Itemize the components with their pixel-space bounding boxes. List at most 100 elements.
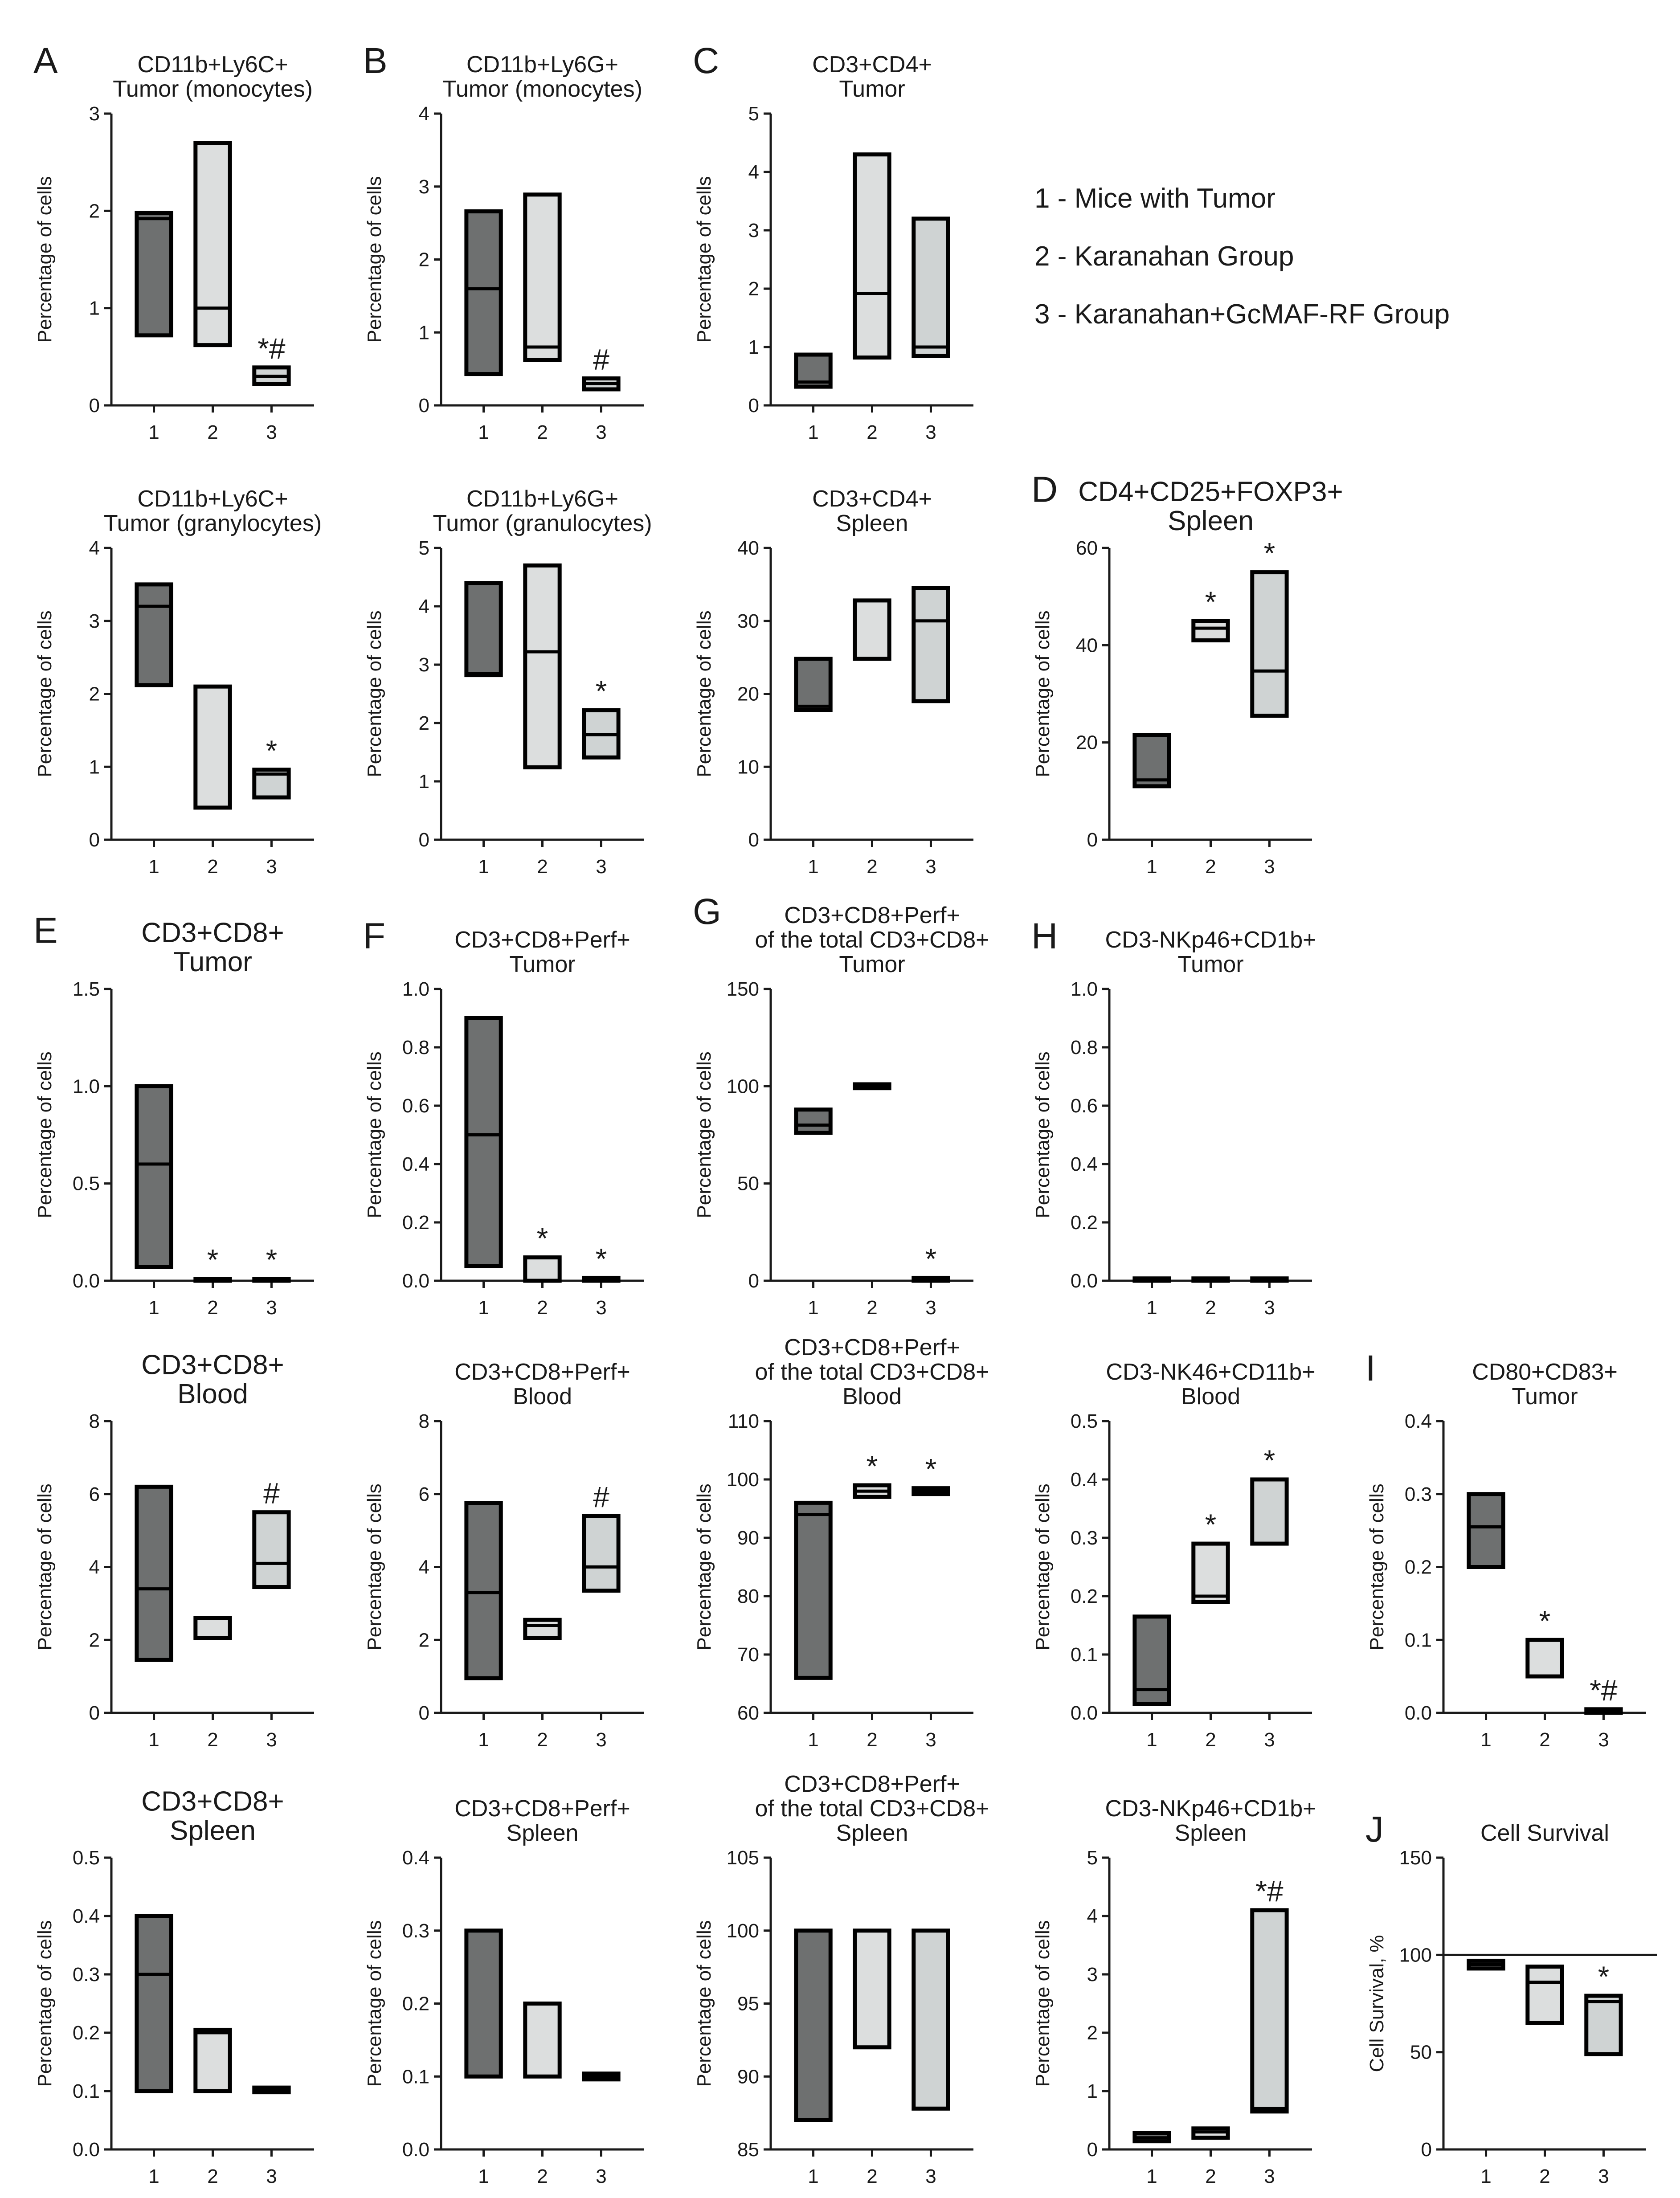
x-tick-label: 1 bbox=[808, 856, 818, 878]
y-tick-label: 70 bbox=[737, 1644, 759, 1666]
chart-title: Cell Survival bbox=[1480, 1820, 1609, 1846]
data-box bbox=[912, 586, 950, 703]
legend-item: 2 - Karanahan Group bbox=[1034, 241, 1294, 272]
chart-panel: Cell Survival J 0 50 100 150 Cell Survival, % 1… bbox=[1365, 1809, 1657, 2187]
x-tick-label: 3 bbox=[925, 1729, 936, 1751]
x-tick-label: 2 bbox=[1539, 1729, 1550, 1751]
chart-title: Tumor bbox=[1177, 952, 1243, 977]
y-tick-label: 1 bbox=[419, 771, 429, 793]
chart-title: Tumor (monocytes) bbox=[113, 76, 313, 102]
data-box bbox=[464, 1928, 503, 2079]
y-tick-label: 0 bbox=[1421, 2139, 1432, 2161]
data-box bbox=[1525, 1965, 1564, 2025]
significance-mark: * bbox=[266, 734, 278, 767]
chart-title: Blood bbox=[842, 1384, 902, 1409]
panel-label: A bbox=[33, 41, 58, 81]
y-tick-label: 4 bbox=[419, 596, 429, 617]
y-tick-label: 4 bbox=[748, 161, 759, 183]
data-box bbox=[912, 217, 950, 358]
y-tick-label: 0.3 bbox=[73, 1964, 100, 1986]
x-tick-label: 1 bbox=[148, 856, 159, 878]
y-tick-label: 0.3 bbox=[402, 1920, 429, 1942]
y-tick-label: 90 bbox=[737, 1527, 759, 1549]
x-tick-label: 1 bbox=[808, 421, 818, 443]
x-tick-label: 3 bbox=[266, 1729, 277, 1751]
y-tick-label: 80 bbox=[737, 1585, 759, 1607]
y-tick-label: 110 bbox=[728, 1410, 759, 1432]
y-axis-label: Percentage of cells bbox=[1366, 1483, 1388, 1650]
x-tick-label: 3 bbox=[266, 856, 277, 878]
panel-label: D bbox=[1031, 469, 1058, 510]
y-tick-label: 3 bbox=[419, 654, 429, 676]
y-axis-label: Percentage of cells bbox=[1032, 1920, 1054, 2087]
chart-title: CD3-NKp46+CD1b+ bbox=[1105, 1796, 1316, 1822]
x-tick-label: 2 bbox=[537, 421, 548, 443]
chart-title: CD3-NKp46+CD1b+ bbox=[1105, 927, 1316, 953]
chart-title: CD11b+Ly6C+ bbox=[137, 52, 288, 78]
data-box bbox=[464, 1501, 503, 1680]
y-tick-label: 95 bbox=[737, 1993, 759, 2015]
y-tick-label: 1 bbox=[89, 756, 100, 778]
y-tick-label: 1.5 bbox=[73, 978, 100, 1000]
y-axis-label: Percentage of cells bbox=[693, 610, 715, 777]
y-tick-label: 5 bbox=[1087, 1847, 1098, 1869]
x-tick-label: 2 bbox=[207, 1297, 218, 1319]
data-box bbox=[135, 1914, 173, 2093]
y-axis-label: Percentage of cells bbox=[364, 610, 385, 777]
data-box bbox=[464, 209, 503, 376]
y-tick-label: 60 bbox=[1076, 537, 1098, 559]
y-axis-label: Percentage of cells bbox=[364, 1051, 385, 1218]
chart-panel: CD11b+Ly6G+Tumor (granulocytes) 0 1 2 3 4 5 Per… bbox=[364, 486, 652, 878]
chart-title: CD3+CD8+ bbox=[141, 1349, 284, 1380]
y-tick-label: 4 bbox=[419, 1557, 429, 1578]
chart-panel: CD3+CD8+Spleen 0.0 0.1 0.2 0.3 0.4 0.5 Percenta… bbox=[34, 1786, 314, 2187]
chart-panel: CD4+CD25+FOXP3+Spleen D 0 20 40 60 Percentage … bbox=[1031, 469, 1343, 878]
y-tick-label: 2 bbox=[1087, 2022, 1098, 2044]
y-tick-label: 5 bbox=[748, 103, 759, 125]
significance-mark: * bbox=[537, 1222, 548, 1255]
significance-mark: * bbox=[596, 674, 607, 707]
y-tick-label: 0.0 bbox=[1071, 1270, 1098, 1292]
x-tick-label: 1 bbox=[148, 1297, 159, 1319]
chart-panel: CD11b+Ly6C+Tumor (granylocytes) 0 1 2 3 4 Perc… bbox=[34, 486, 322, 878]
chart-title: Tumor (granylocytes) bbox=[104, 511, 322, 536]
chart-panel: CD3+CD8+Perf+Spleen 0.0 0.1 0.2 0.3 0.4 Percen… bbox=[364, 1796, 644, 2187]
x-tick-label: 2 bbox=[867, 1729, 877, 1751]
y-tick-label: 0 bbox=[419, 395, 429, 417]
chart-title: Tumor bbox=[509, 952, 575, 977]
y-tick-label: 0.1 bbox=[1405, 1629, 1432, 1651]
y-axis-label: Percentage of cells bbox=[34, 1920, 56, 2087]
significance-mark: * bbox=[1264, 537, 1275, 570]
significance-mark: * bbox=[1598, 1960, 1610, 1993]
data-box bbox=[464, 1016, 503, 1268]
panels-layer: CD11b+Ly6C+Tumor (monocytes) A 0 1 2 3 Percent… bbox=[33, 41, 1657, 2187]
chart-panel: CD3+CD8+Blood 0 2 4 6 8 Percentage of cells 1 2 3… bbox=[34, 1349, 314, 1751]
y-tick-label: 0.0 bbox=[1405, 1702, 1432, 1724]
x-tick-label: 1 bbox=[478, 856, 489, 878]
x-tick-label: 2 bbox=[867, 2165, 877, 2187]
x-tick-label: 2 bbox=[537, 2165, 548, 2187]
y-tick-label: 2 bbox=[419, 712, 429, 734]
chart-title: Spleen bbox=[170, 1815, 256, 1846]
data-box bbox=[1191, 1541, 1230, 1604]
significance-mark: *# bbox=[1590, 1674, 1618, 1707]
data-box bbox=[1525, 1638, 1564, 1679]
y-tick-label: 0 bbox=[89, 829, 100, 851]
x-tick-label: 3 bbox=[925, 421, 936, 443]
x-tick-label: 1 bbox=[478, 421, 489, 443]
data-box bbox=[794, 1928, 833, 2122]
data-box bbox=[853, 152, 891, 360]
chart-title: Spleen bbox=[836, 1820, 908, 1846]
x-tick-label: 2 bbox=[1205, 2165, 1216, 2187]
x-tick-label: 2 bbox=[207, 1729, 218, 1751]
chart-title: of the total CD3+CD8+ bbox=[755, 1796, 989, 1822]
chart-title: of the total CD3+CD8+ bbox=[755, 1359, 989, 1385]
chart-panel: CD3+CD8+Perf+of the total CD3+CD8+Spleen… bbox=[693, 1771, 989, 2187]
y-tick-label: 100 bbox=[727, 1920, 759, 1942]
chart-panel: CD3+CD8+Perf+Blood 0 2 4 6 8 Percentage of cel… bbox=[364, 1359, 644, 1751]
y-tick-label: 0 bbox=[1087, 2139, 1098, 2161]
x-tick-label: 3 bbox=[596, 2165, 606, 2187]
y-axis-label: Percentage of cells bbox=[693, 1483, 715, 1650]
y-tick-label: 0.8 bbox=[1071, 1037, 1098, 1058]
